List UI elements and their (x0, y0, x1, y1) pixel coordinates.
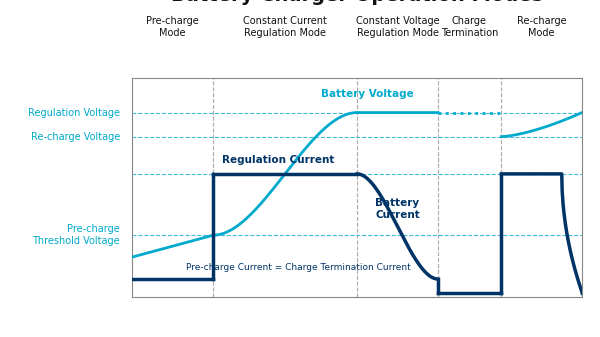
Text: Constant Voltage
Regulation Mode: Constant Voltage Regulation Mode (356, 17, 439, 38)
Text: Pre-charge
Mode: Pre-charge Mode (146, 17, 199, 38)
Text: Regulation Voltage: Regulation Voltage (28, 108, 120, 118)
Text: Regulation Current: Regulation Current (222, 155, 334, 165)
Text: Battery Voltage: Battery Voltage (321, 89, 414, 99)
Text: Pre-charge
Threshold Voltage: Pre-charge Threshold Voltage (32, 224, 120, 246)
Text: Charge
Termination: Charge Termination (441, 17, 498, 38)
Text: Battery
Current: Battery Current (375, 198, 420, 220)
Text: Re-charge
Mode: Re-charge Mode (517, 17, 566, 38)
Title: Battery Charger Operation Modes: Battery Charger Operation Modes (171, 0, 543, 5)
Text: Constant Current
Regulation Mode: Constant Current Regulation Mode (243, 17, 327, 38)
Text: Pre-charge Current = Charge Termination Current: Pre-charge Current = Charge Termination … (186, 264, 411, 272)
Text: Re-charge Voltage: Re-charge Voltage (31, 132, 120, 142)
